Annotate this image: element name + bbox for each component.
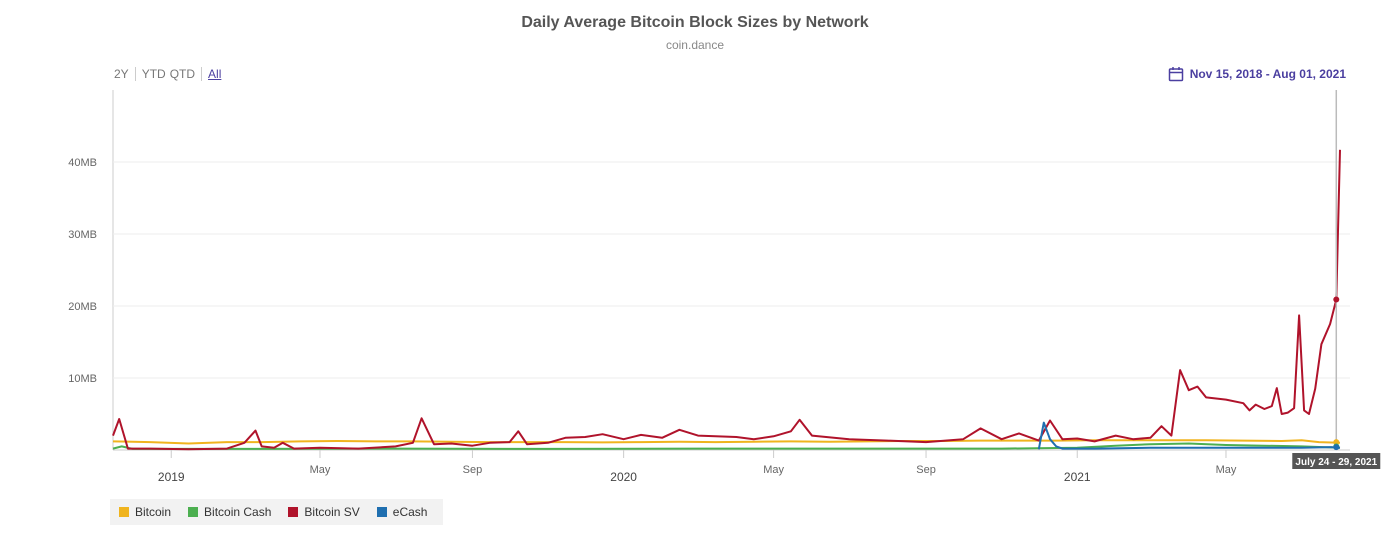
x-tick-label: May: [310, 464, 331, 476]
date-range-picker[interactable]: Nov 15, 2018 - Aug 01, 2021: [1168, 66, 1346, 82]
crosshair-tooltip-label: July 24 - 29, 2021: [1295, 457, 1377, 468]
legend-item-bitcoin[interactable]: Bitcoin: [119, 505, 171, 519]
series-line-bitcoin[interactable]: [112, 439, 1341, 445]
x-tick-label: May: [1216, 464, 1237, 476]
y-tick-label: 10MB: [68, 373, 97, 385]
x-tick-label: May: [763, 464, 784, 476]
crosshair-overlay: July 24 - 29, 2021: [1292, 90, 1381, 469]
legend-label: Bitcoin SV: [304, 505, 360, 519]
range-divider: [201, 67, 203, 81]
chart-legend: Bitcoin Bitcoin Cash Bitcoin SV eCash: [110, 499, 443, 525]
x-tick-label: Sep: [916, 464, 936, 476]
legend-item-bitcoin-sv[interactable]: Bitcoin SV: [288, 505, 360, 519]
range-2y-button[interactable]: 2Y: [114, 67, 129, 81]
legend-item-bitcoin-cash[interactable]: Bitcoin Cash: [188, 505, 271, 519]
range-divider: [134, 67, 136, 81]
x-tick-label: 2020: [610, 470, 637, 484]
chart-title: Daily Average Bitcoin Block Sizes by Net…: [521, 14, 869, 31]
y-axis-labels: 10MB 20MB 30MB 40MB: [68, 157, 97, 385]
range-selector: 2Y YTD QTD All: [112, 67, 223, 81]
x-tick-label: Sep: [463, 464, 483, 476]
date-range-label: Nov 15, 2018 - Aug 01, 2021: [1189, 67, 1346, 81]
x-axis-labels: 2019 May Sep 2020 May Sep 2021 May: [158, 464, 1237, 484]
series-line-ecash[interactable]: [1037, 421, 1341, 450]
legend-label: Bitcoin Cash: [204, 505, 272, 519]
legend-swatch: [376, 507, 387, 517]
series-lines: [112, 149, 1341, 451]
legend-item-ecash[interactable]: eCash: [376, 505, 428, 519]
crosshair-tooltip-box: [1292, 453, 1381, 469]
y-tick-label: 30MB: [68, 229, 97, 241]
range-qtd-button[interactable]: QTD: [169, 67, 196, 81]
legend-label: eCash: [392, 505, 428, 519]
grid-lines: [112, 90, 1350, 458]
crosshair-marker: [1333, 296, 1340, 303]
y-tick-label: 20MB: [68, 301, 97, 313]
legend-swatch: [119, 507, 129, 517]
x-tick-label: 2021: [1064, 470, 1091, 484]
crosshair-marker: [1333, 444, 1340, 451]
calendar-icon: [1168, 67, 1183, 82]
legend-label: Bitcoin: [135, 505, 172, 519]
crosshair-marker: [1333, 439, 1340, 446]
x-tick-label: 2019: [158, 470, 185, 484]
range-all-button[interactable]: All: [208, 67, 222, 81]
legend-swatch: [188, 507, 199, 517]
y-tick-label: 40MB: [68, 157, 97, 169]
range-ytd-button[interactable]: YTD: [141, 67, 166, 81]
legend-swatch: [288, 507, 299, 517]
series-line-bitcoin-sv[interactable]: [112, 149, 1341, 451]
chart-subtitle: coin.dance: [665, 38, 725, 52]
